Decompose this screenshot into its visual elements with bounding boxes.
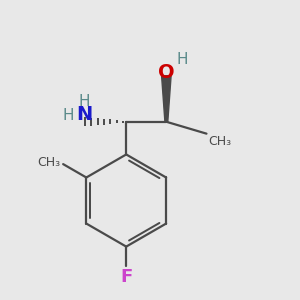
Text: N: N [76, 105, 93, 124]
Text: O: O [158, 63, 175, 82]
Text: CH₃: CH₃ [208, 135, 231, 148]
Text: H: H [79, 94, 90, 109]
Text: CH₃: CH₃ [37, 156, 60, 169]
Text: H: H [62, 108, 74, 123]
Polygon shape [162, 76, 171, 122]
Text: F: F [120, 268, 132, 286]
Text: H: H [177, 52, 188, 67]
